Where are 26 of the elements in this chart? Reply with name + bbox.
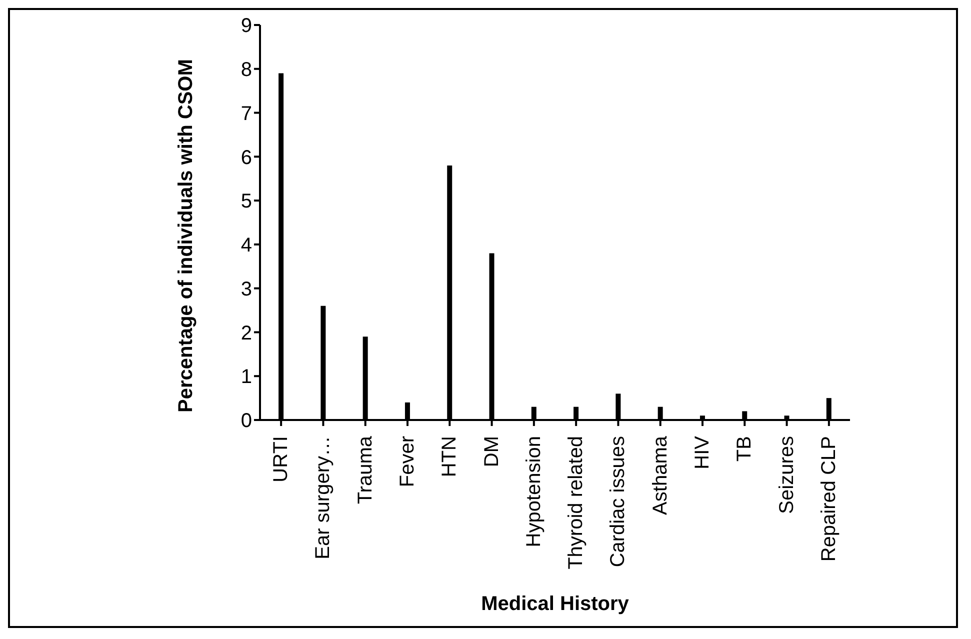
x-tick-label: URTI: [270, 436, 292, 482]
x-tick-label: HIV: [692, 435, 714, 470]
x-tick-label: Hypotension: [522, 436, 545, 548]
x-tick-label: Seizures: [776, 436, 798, 514]
y-tick-label: 3: [240, 278, 252, 300]
x-tick-label: Asthama: [649, 435, 672, 515]
x-tick-label: Repaired CLP: [818, 436, 840, 562]
y-tick-label: 1: [240, 366, 252, 388]
x-tick-label: HTN: [438, 436, 461, 478]
y-tick-label: 8: [240, 58, 252, 81]
x-tick-label: TB: [734, 436, 756, 462]
y-tick-label: 2: [240, 322, 252, 344]
x-tick-label: Fever: [396, 436, 418, 488]
x-tick-label: Ear surgery…: [312, 436, 334, 560]
y-axis-title: Percentage of individuals with CSOM: [175, 59, 198, 412]
y-tick-label: 4: [240, 234, 252, 257]
x-axis-title: Medical History: [481, 593, 630, 615]
x-tick-label: Cardiac issues: [607, 436, 630, 568]
y-tick-label: 9: [240, 15, 252, 38]
x-tick-label: Thyroid related: [565, 436, 588, 570]
x-tick-label: DM: [480, 436, 503, 468]
y-tick-label: 0: [240, 410, 252, 432]
y-tick-label: 7: [240, 102, 252, 125]
x-tick-label: Trauma: [354, 435, 376, 504]
y-tick-label: 5: [240, 190, 252, 213]
y-tick-label: 6: [240, 146, 252, 169]
